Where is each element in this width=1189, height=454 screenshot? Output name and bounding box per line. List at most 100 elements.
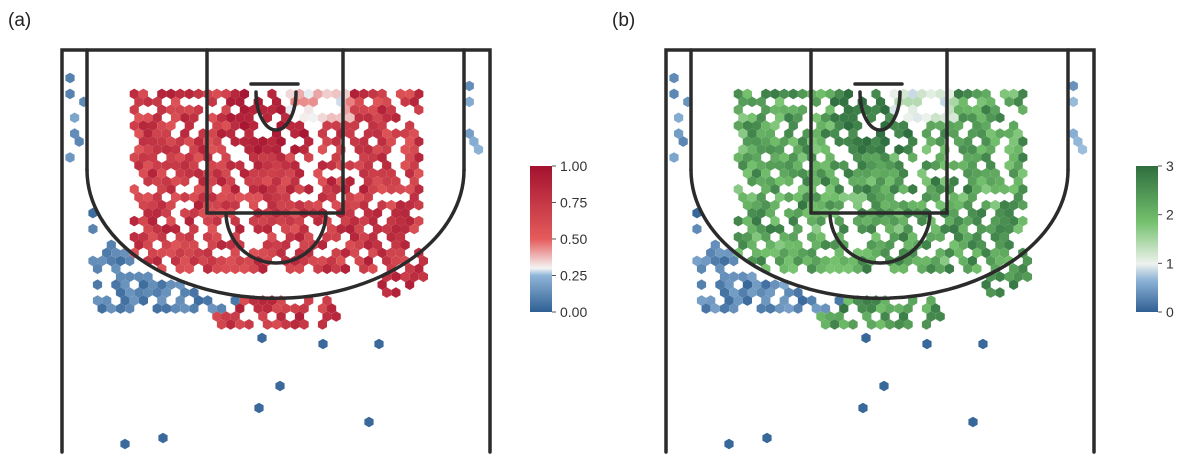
panel-a-hexbin xyxy=(327,112,337,123)
panel-a-hexbin xyxy=(405,168,415,179)
panel-b-hexbin xyxy=(1009,120,1019,131)
panel-a-hexbin xyxy=(212,231,222,243)
panel-b-hexbin xyxy=(889,88,899,100)
panel-b-hexbin xyxy=(981,88,991,100)
panel-b-hexbin xyxy=(999,199,1010,211)
panel-a-hexbin xyxy=(354,191,364,203)
panel-a-hexbin xyxy=(157,168,167,179)
panel-a-hexbin xyxy=(340,247,350,259)
panel-a-hexbin xyxy=(203,263,213,275)
panel-b-hexbin xyxy=(1009,136,1019,147)
panel-b-hexbin xyxy=(765,287,775,298)
panel-b-hexbin xyxy=(797,247,808,259)
panel-a-hexbin xyxy=(157,199,167,211)
panel-b-hexbin xyxy=(747,191,757,203)
panel-b-hexbin xyxy=(752,136,762,147)
panel-a-hexbin xyxy=(414,168,424,179)
panel-b-hexbin xyxy=(1018,184,1028,195)
panel-a-hexbin xyxy=(226,160,236,171)
panel-a-hexbin xyxy=(157,231,167,243)
panel-b-hexbin xyxy=(752,120,762,131)
panel-b-hexbin xyxy=(862,184,872,195)
panel-a-hexbin xyxy=(368,184,378,195)
panel-a-hexbin xyxy=(386,136,396,147)
panel-a-hexbin xyxy=(290,160,300,171)
panel-b-hexbin xyxy=(752,199,762,211)
panel-a-hexbin xyxy=(345,207,355,219)
panel-a-hexbin xyxy=(267,184,277,195)
panel-a-hexbin xyxy=(249,120,259,131)
panel-b-hexbin xyxy=(825,152,835,163)
panel-b-hexbin xyxy=(861,332,871,344)
panel-a-hexbin xyxy=(166,88,176,100)
panel-b-hexbin xyxy=(908,152,918,163)
panel-b-hexbin xyxy=(990,104,1000,116)
panel-b-hexbin xyxy=(871,199,881,211)
panel-a-hexbin xyxy=(318,338,328,350)
panel-b-hexbin xyxy=(917,263,927,275)
panel-a-hexbin xyxy=(304,184,314,195)
panel-b-hexbin xyxy=(986,160,996,171)
panel-a-hexbin xyxy=(226,112,236,123)
panel-a-hexbin xyxy=(102,247,112,259)
panel-a-hexbin xyxy=(216,239,227,251)
panel-a-hexbin xyxy=(235,160,245,171)
panel-b-hexbin xyxy=(972,120,982,131)
panel-b-hexbin xyxy=(761,120,771,131)
legend-b-tick-label: 3 xyxy=(1166,158,1174,174)
panel-a-hexbin xyxy=(308,96,318,108)
panel-b-hexbin xyxy=(1009,168,1019,179)
panel-b-hexbin xyxy=(756,160,766,171)
panel-b-hexbin xyxy=(825,104,835,116)
panel-a-hexbin xyxy=(322,263,332,275)
legend-a-tick-label: 1.00 xyxy=(560,158,587,174)
panel-b-hexbin xyxy=(963,231,973,243)
panel-a-hexbin xyxy=(212,120,222,131)
panel-a-hexbin xyxy=(134,191,144,203)
panel-a-hexbin xyxy=(221,104,231,116)
panel-b-hexbin xyxy=(788,247,798,259)
panel-a-hexbin xyxy=(418,255,428,267)
panel-b-hexbin xyxy=(995,223,1005,235)
panel-b-hexbin xyxy=(894,128,904,139)
panel-b-hexbin xyxy=(954,88,964,100)
panel-a-hexbin xyxy=(180,207,190,219)
panel-a-hexbin xyxy=(464,80,474,92)
panel-b-hexbin xyxy=(747,239,757,251)
panel-a-hexbin xyxy=(299,112,309,123)
panel-a-hexbin xyxy=(171,176,181,187)
panel-a-hexbin xyxy=(304,136,314,147)
panel-b-hexbin xyxy=(825,263,835,275)
panel-b-hexbin xyxy=(894,144,904,155)
panel-b-hexbin xyxy=(788,152,798,163)
panel-b-hexbin xyxy=(912,96,922,108)
panel-b-hexbin xyxy=(871,231,881,243)
panel-a-hexbin xyxy=(125,271,135,283)
panel-b-hexbin xyxy=(949,160,959,171)
panel-a-hexbin xyxy=(322,231,332,243)
panel-b-hexbin xyxy=(949,191,959,203)
panel-a-hexbin xyxy=(166,136,176,147)
panel-a-hexbin xyxy=(106,255,116,267)
panel-b-hexbin xyxy=(857,191,867,203)
panel-b-hexbin xyxy=(999,247,1010,259)
panel-b-hexbin xyxy=(747,128,757,139)
panel-b-hexbin xyxy=(853,120,863,131)
panel-a-hexbin xyxy=(382,160,392,171)
panel-b-hexbin xyxy=(807,231,817,243)
panel-a-hexbin xyxy=(363,144,373,155)
panel-a-hexbin xyxy=(267,88,277,100)
panel-b-hexbin xyxy=(885,191,895,203)
panel-b-hexbin xyxy=(958,255,968,267)
panel-a-hexbin xyxy=(294,311,305,322)
panel-b-hexbin xyxy=(935,88,945,100)
panel-a-hexbin xyxy=(281,239,291,251)
panel-a-hexbin xyxy=(221,88,231,100)
panel-a-hexbin xyxy=(414,199,424,211)
panel-a-hexbin xyxy=(386,199,396,211)
panel-a-hexbin xyxy=(258,215,268,227)
panel-b-hexbin xyxy=(820,319,831,330)
panel-a-hexbin xyxy=(203,231,213,243)
panel-b-hexbin xyxy=(871,247,881,259)
panel-a-hexbin xyxy=(262,223,272,235)
